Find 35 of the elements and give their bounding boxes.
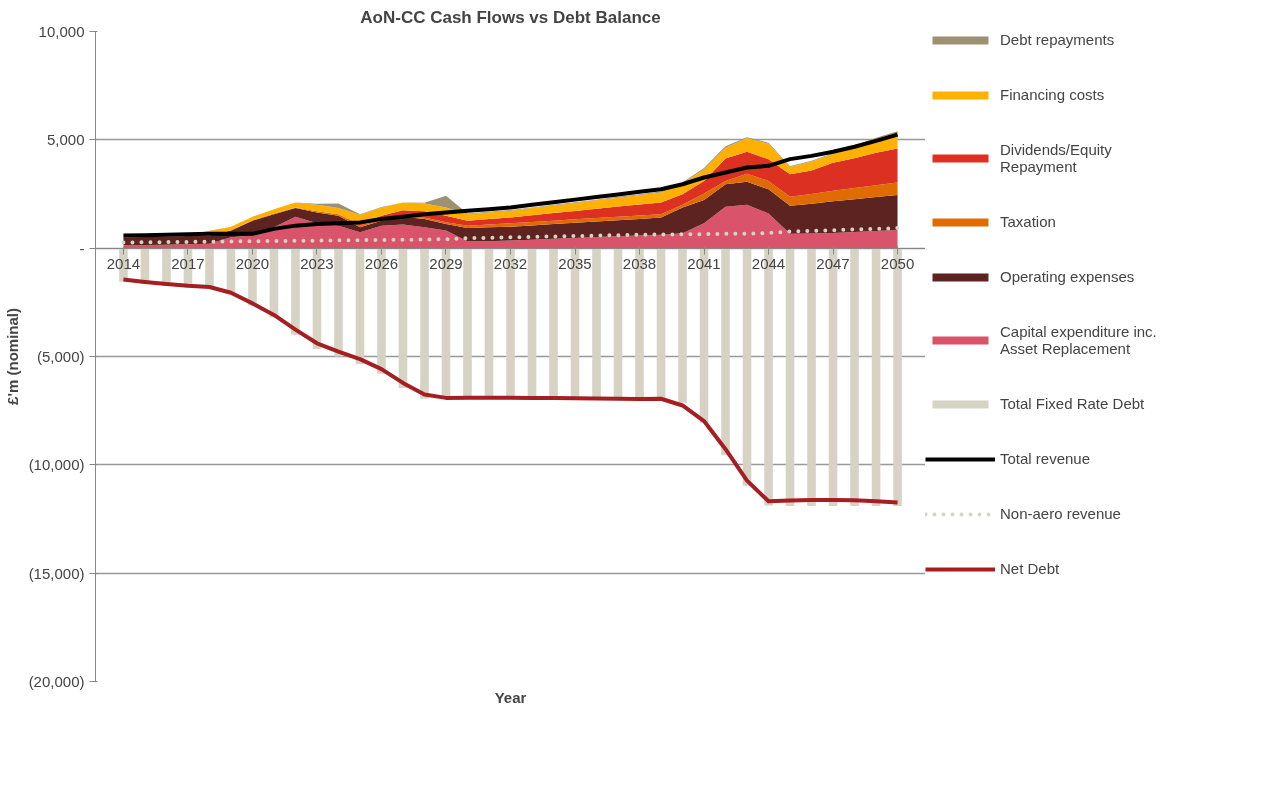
legend-label: Net Debt (1000, 560, 1060, 577)
y-tick-label: (5,000) (36, 348, 85, 365)
legend-label: Operating expenses (1000, 268, 1135, 285)
x-tick-label: 2041 (687, 255, 721, 273)
x-tick-label: 2032 (493, 255, 528, 273)
y-tick-label: - (79, 239, 85, 257)
line-series (121, 226, 900, 245)
x-tick-label: 2035 (558, 255, 592, 273)
x-tick-label: 2050 (880, 255, 915, 273)
y-tick-label: (20,000) (28, 673, 85, 690)
x-axis-title: Year (494, 688, 527, 706)
y-tick-label: (10,000) (28, 456, 85, 474)
legend-label: Financing costs (1000, 86, 1105, 103)
legend-label: Non-aero revenue (1000, 505, 1121, 522)
legend-label: Total revenue (1000, 450, 1091, 467)
legend-label: Dividends/Equity Repayment (1000, 141, 1112, 175)
x-tick-label: 2020 (235, 255, 270, 273)
y-tick-label: (15,000) (28, 564, 85, 582)
x-tick-label: 2014 (106, 255, 141, 273)
x-tick-label: 2029 (429, 255, 463, 273)
x-tick-label: 2044 (751, 255, 786, 273)
x-tick-label: 2047 (816, 255, 850, 273)
y-tick-label: 10,000 (38, 23, 85, 40)
x-tick-label: 2017 (171, 255, 205, 273)
chart-title: AoN-CC Cash Flows vs Debt Balance (360, 7, 661, 27)
x-tick-label: 2023 (300, 255, 334, 273)
y-axis-title: £'m (nominal) (3, 308, 21, 405)
legend-label: Total Fixed Rate Debt (1000, 395, 1145, 412)
legend-label: Taxation (1000, 213, 1056, 230)
legend-label: Debt repayments (1000, 31, 1115, 48)
legend-label: Capital expenditure inc. Asset Replacement (1000, 323, 1157, 357)
y-tick-label: 5,000 (46, 131, 85, 149)
x-tick-label: 2026 (364, 255, 399, 273)
line-series (121, 277, 900, 505)
x-tick-label: 2038 (622, 255, 657, 273)
